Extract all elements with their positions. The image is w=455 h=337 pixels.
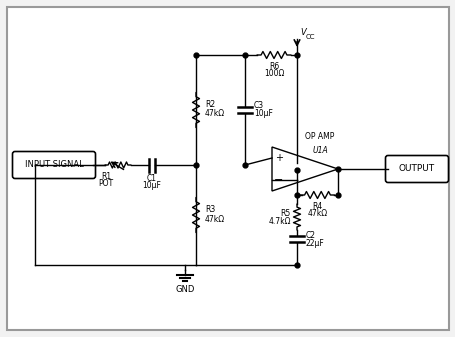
Text: R5: R5	[280, 209, 290, 217]
Text: V: V	[299, 28, 305, 37]
Text: R6: R6	[268, 62, 278, 71]
Text: C1: C1	[147, 174, 157, 183]
Text: R4: R4	[312, 202, 322, 211]
Text: GND: GND	[175, 285, 194, 294]
Text: 47kΩ: 47kΩ	[307, 209, 327, 218]
FancyBboxPatch shape	[12, 152, 95, 179]
Text: CC: CC	[305, 34, 315, 40]
Text: U1A: U1A	[311, 146, 327, 155]
Text: 10μF: 10μF	[253, 110, 272, 119]
Text: OUTPUT: OUTPUT	[398, 164, 434, 174]
Text: 100Ω: 100Ω	[263, 69, 283, 78]
Text: R2: R2	[205, 100, 215, 110]
Text: C3: C3	[253, 101, 263, 111]
FancyBboxPatch shape	[7, 7, 448, 330]
Text: 47kΩ: 47kΩ	[205, 214, 225, 223]
Text: 22μF: 22μF	[305, 239, 324, 247]
Text: OP AMP: OP AMP	[305, 132, 334, 141]
Text: +: +	[274, 153, 283, 163]
FancyBboxPatch shape	[384, 155, 448, 183]
Text: 4.7kΩ: 4.7kΩ	[268, 216, 290, 225]
Text: R1: R1	[101, 172, 111, 181]
Text: C2: C2	[305, 231, 315, 240]
Text: POT: POT	[98, 179, 113, 188]
Text: INPUT SIGNAL: INPUT SIGNAL	[25, 160, 83, 170]
Text: 10μF: 10μF	[142, 181, 161, 190]
Text: 47kΩ: 47kΩ	[205, 110, 225, 119]
Text: R3: R3	[205, 206, 215, 214]
Text: −: −	[274, 175, 283, 185]
